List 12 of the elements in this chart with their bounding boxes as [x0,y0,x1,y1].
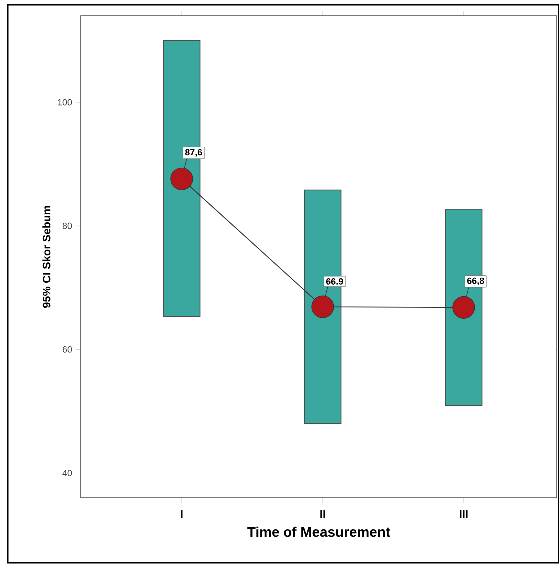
x-tick-label: I [181,510,183,518]
y-tick-label: 100 [58,99,72,106]
y-tick-label: 60 [62,346,72,353]
data-label: 66.9 [326,278,344,285]
x-axis-title: Time of Measurement [248,526,390,538]
y-tick-label: 80 [62,222,72,230]
y-axis-title: 95% CI Skor Sebum [42,206,51,308]
y-tick-label: 40 [62,470,72,476]
x-tick-label: III [460,510,468,518]
x-tick-label: II [320,510,326,518]
data-label: 87,6 [185,149,202,157]
data-label: 66,8 [467,278,484,286]
